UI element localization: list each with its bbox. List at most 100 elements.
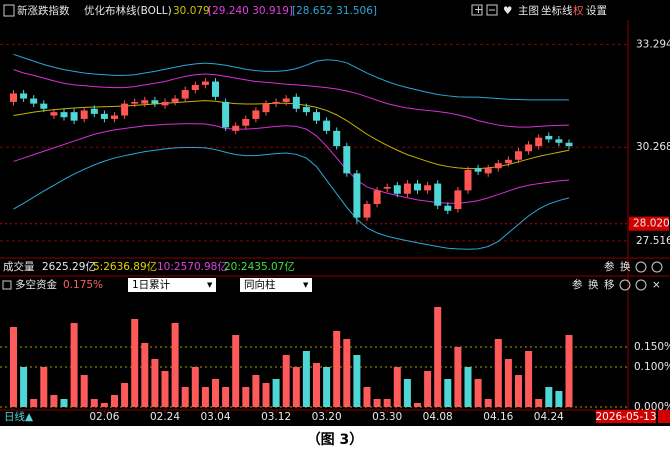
weight-button[interactable]: 权 [573, 4, 584, 17]
candle-body [10, 93, 17, 102]
collapse-icon[interactable] [2, 280, 12, 290]
candle-body [212, 81, 219, 97]
period-dropdown-text: 1日累计 [132, 278, 171, 291]
volume-zoom-out[interactable] [651, 261, 663, 273]
bar [403, 379, 411, 407]
bar [222, 387, 230, 407]
bar [323, 367, 331, 407]
candle-body [121, 103, 129, 116]
bar [292, 367, 300, 407]
x-tick-label: 04.08 [423, 411, 453, 423]
bar [434, 307, 442, 407]
candle-body [40, 103, 48, 109]
candle-body [50, 112, 58, 116]
bar [272, 379, 280, 407]
bar [282, 355, 290, 407]
bar [494, 339, 502, 407]
candle-body [504, 159, 512, 164]
candle-body [262, 103, 270, 113]
main-chart-button[interactable]: 主图 [518, 5, 539, 17]
bar [474, 379, 482, 407]
bar [444, 379, 452, 407]
candle-body [494, 163, 502, 169]
bar [414, 403, 421, 407]
candle-body [414, 183, 421, 191]
y-tick-label: 0.100% [634, 361, 670, 373]
x-tick-label: 03.30 [372, 411, 402, 423]
candle-body [252, 110, 260, 119]
bar [333, 331, 341, 407]
candle-body [90, 108, 98, 114]
flow-close[interactable]: × [652, 279, 661, 291]
candle-body [201, 81, 209, 85]
bar [201, 387, 209, 407]
bar [191, 367, 199, 407]
bar [363, 387, 371, 407]
candle-body [111, 115, 118, 119]
bar [454, 347, 462, 407]
candle-body [393, 185, 401, 194]
flow-param-button[interactable]: 参 [572, 278, 583, 291]
bar [373, 399, 381, 407]
x-tick-label: 04.16 [483, 411, 513, 423]
candle-body [333, 130, 341, 147]
bar [90, 399, 98, 407]
flow-zoom-out[interactable] [635, 279, 647, 291]
candle-body [313, 112, 320, 121]
bar [161, 371, 169, 407]
date-box [596, 410, 656, 423]
indicator-name: 优化布林线(BOLL) [84, 4, 172, 17]
boll-line [13, 147, 570, 250]
bar [515, 375, 522, 407]
favorite-button[interactable]: ♥ [503, 5, 512, 17]
zoom-in-button[interactable] [471, 4, 483, 16]
bar [252, 375, 260, 407]
axis-button[interactable]: 坐标线 [541, 4, 573, 17]
bar [302, 351, 310, 407]
candle-body [444, 205, 452, 211]
current-date: 2026-05-13 [595, 411, 656, 423]
bar [504, 359, 512, 407]
x-tick-label: 02.24 [150, 411, 180, 423]
period-label[interactable]: 日线▲ [4, 410, 34, 423]
price-marker-label: 28.020 [633, 218, 670, 230]
settings-button[interactable]: 设置 [586, 5, 607, 17]
boll-line [13, 123, 570, 204]
bar [383, 399, 391, 407]
volume-switch-button[interactable]: 换 [620, 260, 631, 273]
boll-mid: 30.079 [173, 5, 210, 17]
bar [131, 319, 139, 407]
period-dropdown[interactable] [128, 278, 216, 292]
flow-zoom-in[interactable] [619, 279, 631, 291]
volume-param-button[interactable]: 参 [604, 260, 615, 273]
candle-body [383, 186, 391, 189]
bar [343, 339, 351, 407]
y-tick-label: 27.516 [636, 235, 670, 247]
candle-body [242, 118, 250, 126]
volume-zoom-in[interactable] [635, 261, 647, 273]
candle-body [363, 203, 371, 218]
bar [171, 323, 179, 407]
volume-ma10: 10:2570.98亿 [157, 260, 228, 273]
candle-body [292, 96, 300, 109]
candle-body [484, 168, 492, 174]
mode-dropdown[interactable] [240, 278, 312, 292]
bar [80, 375, 88, 407]
bar [313, 363, 320, 407]
y-tick-label: 33.294 [636, 38, 670, 50]
x-tick-label: 03.04 [200, 411, 230, 423]
flow-switch-button[interactable]: 换 [588, 278, 599, 291]
candle-body [232, 125, 240, 131]
candle-body [403, 183, 411, 194]
candle-body [454, 190, 462, 210]
bar [242, 387, 250, 407]
candle-body [141, 100, 149, 104]
flow-move-button[interactable]: 移 [604, 278, 615, 291]
candle-body [20, 93, 28, 99]
icon [3, 4, 15, 17]
candle-body [525, 144, 533, 152]
zoom-out-button[interactable] [486, 4, 498, 16]
candle-body [464, 169, 472, 191]
candle-body [434, 183, 442, 206]
bar [565, 335, 573, 407]
